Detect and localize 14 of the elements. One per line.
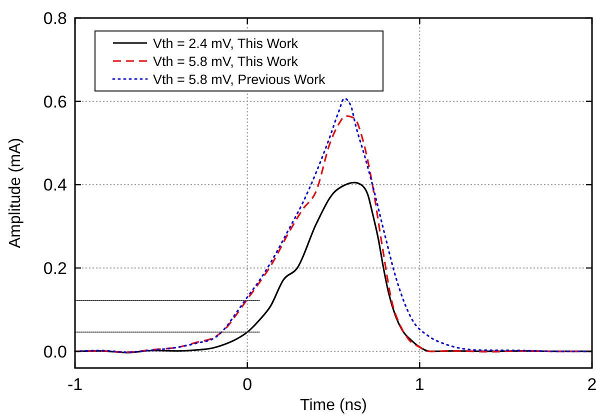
y-tick-label: 0.4 [43,176,67,195]
legend-label: Vth = 5.8 mV, This Work [153,54,298,69]
x-tick-label: 2 [587,375,597,394]
y-tick-label: 0.2 [43,259,67,278]
legend-label: Vth = 5.8 mV, Previous Work [153,72,326,87]
y-tick-label: 0.8 [43,9,67,28]
x-axis-title: Time (ns) [300,397,367,414]
y-axis-title: Amplitude (mA) [7,138,24,248]
y-tick-label: 0.6 [43,92,67,112]
x-tick-label: 0 [242,375,252,394]
x-tick-label: -1 [67,375,83,394]
y-tick-label: 0.0 [43,342,67,362]
legend-label: Vth = 2.4 mV, This Work [153,36,298,51]
x-tick-label: 1 [414,375,424,394]
